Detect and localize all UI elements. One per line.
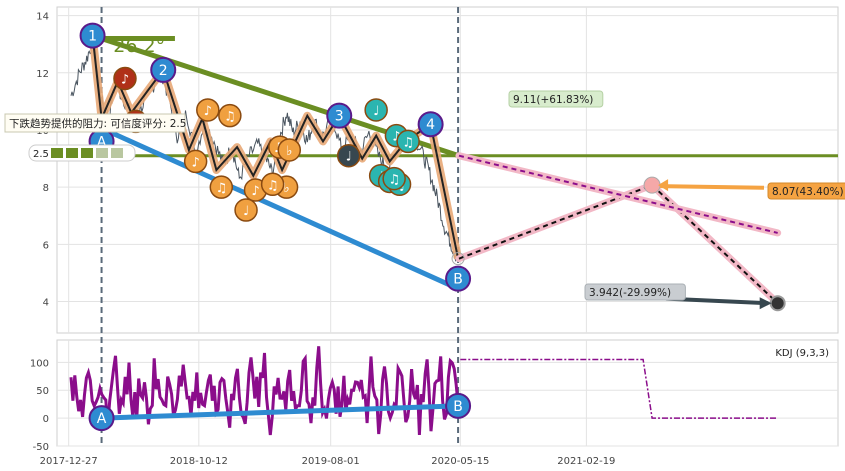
note-marker (113, 66, 137, 91)
pivot-label: 1 (88, 29, 97, 45)
note-marker-glyph: ♫ (215, 181, 227, 196)
x-tick-label: 2021-02-19 (557, 456, 615, 467)
rating-star (111, 148, 123, 158)
target-arrowhead (658, 179, 669, 192)
pivot-label: B (453, 272, 463, 288)
note-marker-glyph: ♭ (286, 144, 292, 159)
y-tick-label: 8 (43, 183, 49, 194)
target-label-down-box (584, 283, 686, 301)
rating-star (96, 148, 108, 158)
note-marker (364, 98, 388, 122)
x-tick-label: 2018-10-12 (170, 456, 228, 467)
pivot-label: 4 (426, 117, 435, 133)
note-marker (260, 172, 285, 197)
pivot-marker (417, 111, 444, 138)
kdj-pivot-marker (445, 392, 472, 419)
kdj-pivot-label: B (453, 399, 463, 415)
rating-star (51, 148, 63, 158)
indicator-title: KDJ (9,3,3) (775, 348, 829, 359)
projection-line (458, 154, 778, 234)
note-marker-glyph: ♫ (388, 173, 400, 188)
resistance-tooltip: 下跌趋势提供的阻力: 可信度评分: 2.5 (9, 117, 186, 130)
note-marker-glyph: ♫ (402, 135, 414, 150)
kdj-pivot-marker (88, 405, 115, 432)
note-marker (218, 103, 242, 128)
note-marker-glyph: ♪ (204, 104, 212, 119)
x-tick-label: 2017-12-27 (40, 456, 98, 467)
note-marker (277, 138, 302, 162)
y-tick-label: 100 (30, 358, 49, 369)
note-marker (209, 175, 234, 199)
note-marker-glyph: ♩ (243, 204, 249, 219)
note-marker (396, 129, 420, 154)
projection-node (451, 252, 465, 266)
y-tick-label: -50 (33, 442, 49, 453)
pivot-marker (326, 102, 353, 129)
lower-trendline (91, 121, 460, 291)
note-marker (336, 143, 361, 168)
pivot-label: A (97, 134, 107, 150)
pivot-label: 3 (335, 109, 344, 125)
note-marker (183, 149, 208, 174)
pivot-marker (150, 56, 177, 83)
note-marker-glyph: ♪ (191, 155, 199, 170)
axes: 2017-12-27 2018-10-12 2019-08-01 2020-05-15… (30, 12, 616, 467)
pivot-marker (79, 22, 106, 49)
resistance-tooltip-box (4, 113, 186, 133)
note-marker-glyph: ♩ (346, 150, 352, 165)
projection-node (643, 176, 661, 194)
x-tick-label: 2020-05-15 (431, 456, 489, 467)
target-label-mid-box (767, 182, 845, 200)
target-label-down: 3.942(-29.99%) (589, 287, 671, 299)
note-marker (234, 198, 258, 222)
kdj-pivot-label: A (97, 411, 107, 427)
y-tick-label: 14 (36, 12, 49, 23)
kdj-trendline (101, 403, 459, 421)
rating-star (66, 148, 78, 158)
target-label-up: 9.11(+61.83%) (513, 94, 593, 106)
target-arrowhead (759, 297, 772, 310)
pivot-label: 2 (159, 63, 168, 79)
y-tick-label: 0 (43, 414, 49, 425)
note-marker-glyph: ♩ (373, 104, 379, 119)
rating-star (81, 148, 93, 158)
y-tick-label: 4 (43, 298, 49, 309)
projection-node (769, 295, 786, 312)
note-marker (196, 98, 220, 122)
note-marker (382, 166, 406, 191)
pivot-marker (445, 265, 472, 292)
target-label-mid: 8.07(43.40%) (772, 186, 844, 198)
note-marker-glyph: ♫ (267, 178, 279, 193)
target-label-up-box (508, 90, 604, 108)
note-marker-glyph: ♭ (284, 181, 290, 196)
note-marker-glyph: ♪ (121, 72, 129, 87)
note-marker-glyph: ♫ (224, 110, 236, 125)
y-tick-label: 50 (36, 386, 49, 397)
note-marker-glyph: ♪ (251, 184, 259, 199)
labels: 9.11(+61.83%) 8.07(43.40%) 3.942(-29.99%) 2… (4, 35, 845, 359)
kdj-projection-line (460, 358, 778, 419)
rating-text: 2.5 (33, 149, 49, 160)
y-tick-label: 6 (43, 240, 49, 251)
target-arrow (660, 184, 765, 190)
note-marker-glyph: ♪ (392, 130, 400, 145)
angle-label: 26.2° (113, 35, 165, 57)
x-tick-label: 2019-08-01 (302, 456, 360, 467)
y-tick-label: 12 (36, 69, 49, 80)
